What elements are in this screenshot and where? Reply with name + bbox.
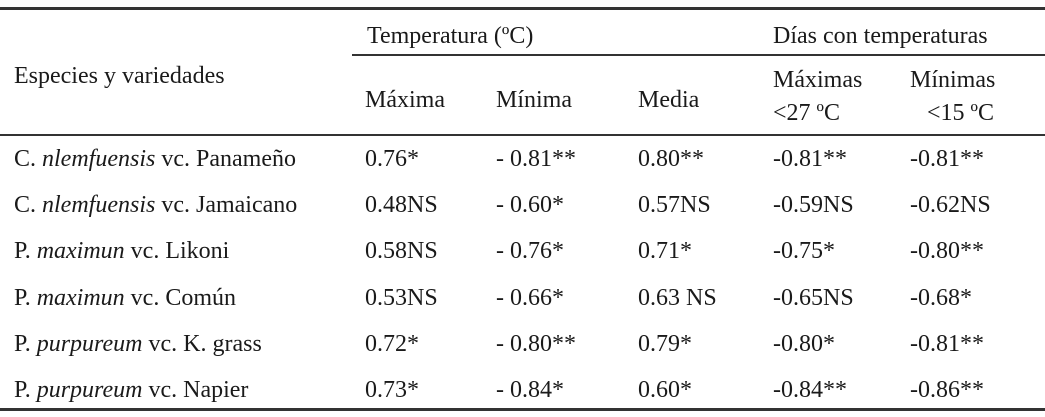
epithet: nlemfuensis [42, 146, 156, 172]
variety: vc. K. grass [148, 331, 262, 357]
variety: vc. Común [130, 285, 236, 311]
cell-minima: - 0.60* [496, 192, 564, 218]
cell-media: 0.80** [638, 146, 704, 172]
days-group-header: Días con temperaturas [773, 23, 988, 49]
genus: P. [14, 238, 31, 264]
genus: P. [14, 331, 31, 357]
column-header-days-max-2: <27 ºC [773, 100, 840, 126]
cell-days-max: -0.81** [773, 146, 847, 172]
table-row: C. nlemfuensis vc. Jamaicano 0.48NS - 0.60… [0, 193, 1045, 223]
cell-media: 0.57NS [638, 192, 711, 218]
group-rule [352, 54, 1045, 56]
cell-minima: - 0.76* [496, 238, 564, 264]
temperature-group-header: Temperatura (ºC) [367, 23, 534, 49]
cell-minima: - 0.80** [496, 331, 576, 357]
variety: vc. Likoni [130, 238, 230, 264]
variety: vc. Napier [148, 377, 249, 403]
header-rule [0, 134, 1045, 136]
table-row: P. purpureum vc. K. grass 0.72* - 0.80** 0.… [0, 332, 1045, 362]
table-row: P. purpureum vc. Napier 0.73* - 0.84* 0.60*… [0, 378, 1045, 408]
cell-maxima: 0.72* [365, 331, 419, 357]
cell-days-min: -0.81** [910, 331, 984, 357]
species-column-header: Especies y variedades [14, 63, 225, 89]
species-name: P. purpureum vc. Napier [14, 378, 248, 402]
table-row: P. maximun vc. Likoni 0.58NS - 0.76* 0.71* -… [0, 239, 1045, 269]
cell-maxima: 0.53NS [365, 285, 438, 311]
cell-days-max: -0.65NS [773, 285, 854, 311]
cell-media: 0.71* [638, 238, 692, 264]
cell-days-max: -0.80* [773, 331, 835, 357]
cell-days-min: -0.68* [910, 285, 972, 311]
epithet: maximun [36, 238, 125, 264]
species-name: P. purpureum vc. K. grass [14, 332, 262, 356]
cell-days-min: -0.81** [910, 146, 984, 172]
column-header-maxima: Máxima [365, 87, 445, 113]
column-header-days-min-1: Mínimas [910, 67, 996, 93]
epithet: purpureum [36, 331, 143, 357]
column-header-minima: Mínima [496, 87, 572, 113]
column-header-days-min-2: <15 ºC [927, 100, 994, 126]
cell-media: 0.60* [638, 377, 692, 403]
variety: vc. Panameño [161, 146, 296, 172]
cell-maxima: 0.48NS [365, 192, 438, 218]
cell-minima: - 0.81** [496, 146, 576, 172]
cell-maxima: 0.76* [365, 146, 419, 172]
epithet: maximun [36, 285, 125, 311]
cell-media: 0.63 NS [638, 285, 717, 311]
cell-media: 0.79* [638, 331, 692, 357]
variety: vc. Jamaicano [161, 192, 298, 218]
cell-days-min: -0.86** [910, 377, 984, 403]
top-rule [0, 7, 1045, 10]
table-row: C. nlemfuensis vc. Panameño 0.76* - 0.81**… [0, 147, 1045, 177]
cell-days-max: -0.75* [773, 238, 835, 264]
epithet: nlemfuensis [42, 192, 156, 218]
species-name: C. nlemfuensis vc. Jamaicano [14, 193, 297, 217]
species-name: P. maximun vc. Likoni [14, 239, 229, 263]
cell-days-min: -0.62NS [910, 192, 991, 218]
cell-days-max: -0.84** [773, 377, 847, 403]
genus: P. [14, 285, 31, 311]
genus: C. [14, 192, 37, 218]
cell-minima: - 0.66* [496, 285, 564, 311]
table-row: P. maximun vc. Común 0.53NS - 0.66* 0.63 NS… [0, 286, 1045, 316]
column-header-days-max-1: Máximas [773, 67, 863, 93]
genus: P. [14, 377, 31, 403]
column-header-media: Media [638, 87, 700, 113]
genus: C. [14, 146, 37, 172]
cell-maxima: 0.58NS [365, 238, 438, 264]
species-name: C. nlemfuensis vc. Panameño [14, 147, 296, 171]
bottom-rule [0, 408, 1045, 411]
epithet: purpureum [36, 377, 143, 403]
cell-maxima: 0.73* [365, 377, 419, 403]
cell-days-min: -0.80** [910, 238, 984, 264]
cell-minima: - 0.84* [496, 377, 564, 403]
species-name: P. maximun vc. Común [14, 286, 236, 310]
cell-days-max: -0.59NS [773, 192, 854, 218]
